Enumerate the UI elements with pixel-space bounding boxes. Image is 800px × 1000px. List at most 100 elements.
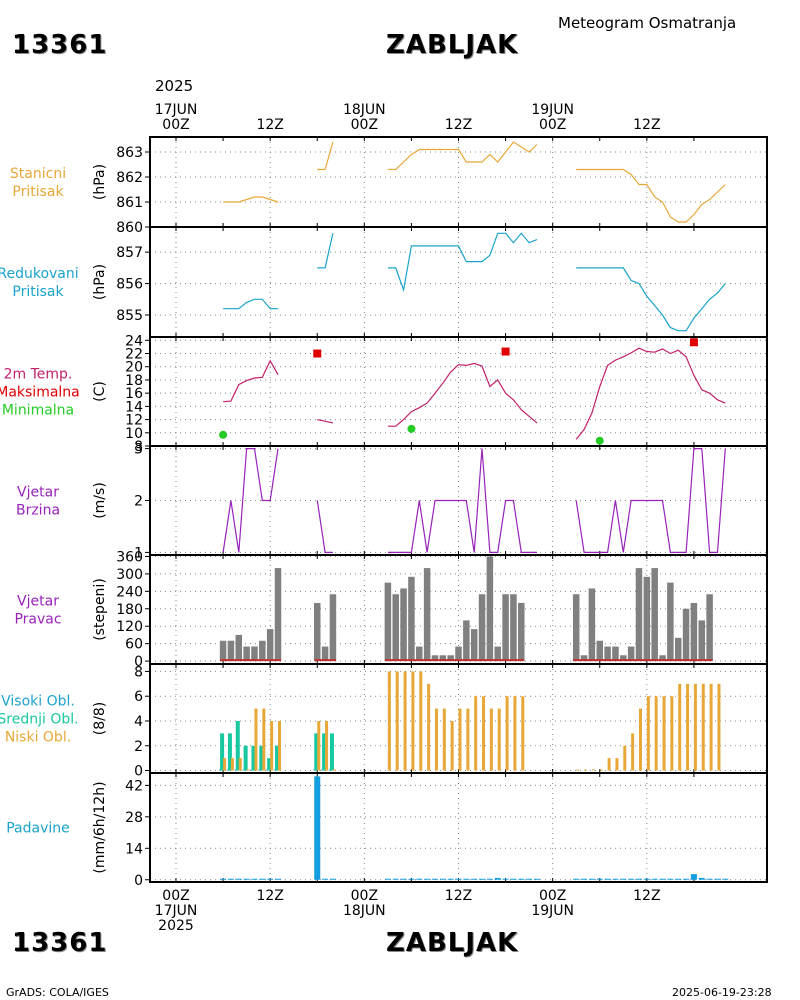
- bar-precipitation: [416, 878, 423, 880]
- panel-border-precipitation: [149, 772, 768, 883]
- bar-wind_direction: [682, 608, 690, 662]
- panel-wind_speed: [145, 445, 768, 556]
- y-tick-label: 18: [125, 373, 143, 389]
- time-label-bottom: 00Z: [162, 888, 189, 904]
- bar-cloud_cover: [466, 708, 470, 771]
- bar-precipitation: [227, 878, 234, 880]
- panel-label-temperature: 2m Temp.: [4, 367, 73, 383]
- y-tick-label: 120: [116, 619, 143, 635]
- bar-cloud_cover: [262, 708, 266, 771]
- y-axis-label: (8/8): [92, 702, 108, 735]
- bar-precipitation: [471, 878, 478, 880]
- panel-label-cloud_cover: Srednji Obl.: [0, 712, 79, 728]
- bar-wind_direction: [698, 620, 706, 662]
- bar-precipitation: [518, 878, 525, 880]
- series-line-reduced_pressure: [317, 233, 334, 269]
- bar-precipitation: [439, 878, 446, 880]
- bar-precipitation: [275, 878, 282, 880]
- bar-precipitation: [635, 878, 642, 880]
- bar-wind_direction: [470, 629, 478, 662]
- time-label-bottom: 12Z: [256, 888, 283, 904]
- time-label-top: 00Z: [351, 117, 378, 133]
- bar-cloud_cover: [434, 708, 438, 771]
- y-axis-label: (hPa): [92, 164, 108, 200]
- bar-precipitation: [220, 878, 227, 880]
- bar-wind_direction: [627, 646, 635, 662]
- bar-cloud_cover: [220, 733, 225, 771]
- bar-precipitation: [581, 878, 588, 880]
- bar-cloud_cover: [607, 758, 611, 771]
- bar-precipitation: [714, 878, 721, 880]
- series-line-reduced_pressure: [223, 298, 278, 310]
- bar-cloud_cover: [411, 671, 415, 771]
- bar-wind_direction: [447, 655, 454, 662]
- panel-temperature: [145, 336, 768, 447]
- bar-wind_direction: [416, 646, 423, 662]
- top-right-title: Meteogram Osmatranja: [558, 14, 737, 32]
- bar-wind_direction: [651, 568, 658, 662]
- bar-cloud_cover: [591, 769, 595, 771]
- series-line-pressure: [317, 141, 334, 171]
- marker-max-temp: [501, 347, 510, 356]
- bar-precipitation: [251, 878, 258, 880]
- bar-wind_direction: [494, 646, 501, 662]
- time-label-bottom: 00Z: [351, 888, 378, 904]
- panel-label-wind_speed: Vjetar: [17, 485, 59, 501]
- y-tick-label: 20: [125, 360, 143, 376]
- bar-wind_direction: [274, 568, 282, 662]
- bar-cloud_cover: [332, 769, 336, 771]
- series-line-reduced_pressure: [576, 267, 726, 332]
- marker-min-temp: [407, 424, 416, 433]
- y-tick-label: 3: [134, 442, 143, 458]
- bar-cloud_cover: [701, 683, 705, 771]
- bar-cloud_cover: [505, 696, 509, 771]
- bar-precipitation: [400, 878, 407, 880]
- y-tick-label: 2: [134, 739, 143, 755]
- time-label-top: 17JUN: [155, 102, 198, 118]
- series-line-temperature: [317, 419, 334, 424]
- bar-precipitation: [698, 877, 705, 880]
- bar-cloud_cover: [646, 696, 650, 771]
- bar-wind_direction: [478, 594, 486, 662]
- bar-cloud_cover: [246, 769, 250, 771]
- bar-cloud_cover: [230, 758, 234, 771]
- bar-precipitation: [526, 878, 533, 880]
- y-tick-label: 863: [116, 145, 143, 161]
- bar-wind_direction: [235, 634, 243, 662]
- bar-cloud_cover: [654, 696, 658, 771]
- bar-precipitation: [259, 878, 266, 880]
- y-axis-label: (stepeni): [92, 578, 108, 641]
- bar-cloud_cover: [615, 758, 619, 771]
- bar-wind_direction: [486, 556, 494, 662]
- bar-wind_direction: [667, 582, 674, 662]
- series-line-pressure: [387, 141, 538, 171]
- bar-cloud_cover: [395, 671, 399, 771]
- bar-precipitation: [588, 878, 595, 880]
- bar-wind_direction: [251, 646, 258, 662]
- marker-min-temp: [219, 430, 228, 439]
- series-line-pressure: [223, 196, 279, 203]
- y-axis-label: (C): [92, 381, 108, 402]
- time-label-top: 12Z: [445, 117, 472, 133]
- panel-label-cloud_cover: Visoki Obl.: [1, 694, 75, 710]
- bar-wind_direction: [400, 588, 407, 662]
- panel-label-pressure: Stanicni: [10, 166, 66, 182]
- bar-wind_direction: [219, 640, 227, 662]
- panel-label-cloud_cover: Niski Obl.: [5, 730, 71, 746]
- y-tick-label: 6: [134, 689, 143, 705]
- bar-precipitation: [628, 878, 635, 880]
- y-tick-label: 24: [125, 333, 143, 349]
- bar-wind_direction: [321, 646, 329, 662]
- station-id-top: 13361: [12, 30, 108, 60]
- bar-cloud_cover: [442, 708, 446, 771]
- y-tick-label: 0: [134, 654, 143, 670]
- bar-wind_direction: [455, 646, 462, 662]
- bar-cloud_cover: [631, 733, 635, 771]
- bar-cloud_cover: [251, 745, 256, 771]
- bar-cloud_cover: [489, 708, 493, 771]
- bar-precipitation: [667, 878, 674, 880]
- y-axis-label: (hPa): [92, 264, 108, 300]
- bar-wind_direction: [620, 655, 627, 662]
- y-tick-label: 856: [116, 277, 143, 293]
